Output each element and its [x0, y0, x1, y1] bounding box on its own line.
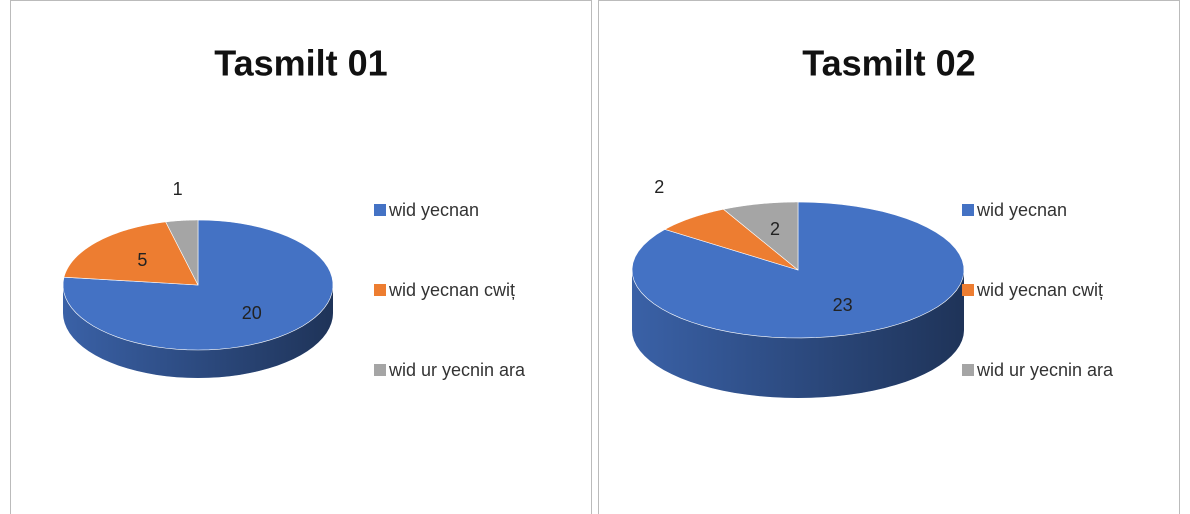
- legend-swatch: [962, 204, 974, 216]
- data-label: 5: [137, 250, 147, 270]
- pie-wall-shade: [63, 285, 333, 378]
- legend-label: wid ur yecnin ara: [977, 360, 1114, 380]
- pie-slice: [63, 221, 199, 286]
- legend-label: wid yecnan: [389, 200, 480, 220]
- legend-item: wid yecnan: [389, 200, 480, 220]
- data-label: 2: [654, 177, 664, 197]
- legend-item: wid yecnan: [977, 200, 1068, 220]
- pie-wall-shade: [632, 270, 964, 398]
- chart-title: Tasmilt 02: [802, 43, 975, 84]
- legend-swatch: [962, 364, 974, 376]
- legend-label: wid yecnan cwiț: [389, 280, 516, 300]
- chart-title: Tasmilt 01: [214, 43, 387, 84]
- data-label: 20: [242, 303, 262, 323]
- data-label: 1: [173, 179, 183, 199]
- legend-label: wid ur yecnin ara: [389, 360, 526, 380]
- pie-slice: [165, 219, 199, 286]
- legend-swatch: [374, 204, 386, 216]
- legend-swatch: [962, 284, 974, 296]
- legend-item: wid ur yecnin ara: [977, 360, 1114, 380]
- legend-label: wid yecnan: [977, 200, 1068, 220]
- data-label: 2: [770, 219, 780, 239]
- data-label: 23: [833, 295, 853, 315]
- legend-item: wid ur yecnin ara: [389, 360, 526, 380]
- legend-label: wid yecnan cwiț: [977, 280, 1104, 300]
- legend-item: wid yecnan cwiț: [977, 280, 1104, 300]
- legend-item: wid yecnan cwiț: [389, 280, 516, 300]
- pie-slice: [722, 201, 799, 271]
- legend-swatch: [374, 284, 386, 296]
- pie-slice: [664, 208, 799, 271]
- legend-swatch: [374, 364, 386, 376]
